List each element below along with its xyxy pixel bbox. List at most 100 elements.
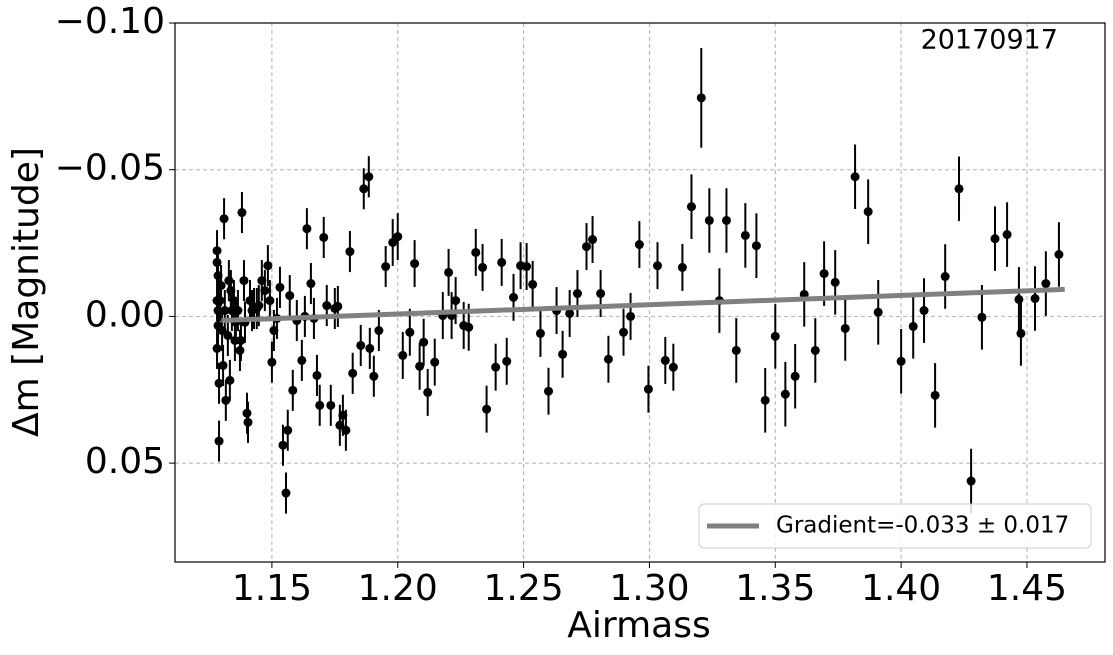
plot-marks xyxy=(212,47,1065,514)
point xyxy=(873,307,883,317)
point xyxy=(415,361,425,371)
x-tick-label: 1.15 xyxy=(232,568,312,609)
point xyxy=(1014,294,1024,304)
point xyxy=(940,272,950,282)
point xyxy=(369,371,379,381)
point xyxy=(668,362,678,372)
point xyxy=(260,286,270,296)
point xyxy=(423,387,433,397)
point xyxy=(283,425,293,435)
x-tick-label: 1.45 xyxy=(987,568,1067,609)
point xyxy=(930,390,940,400)
point xyxy=(225,375,235,385)
point xyxy=(502,356,512,366)
point xyxy=(288,385,298,395)
legend-box xyxy=(698,503,1092,549)
point xyxy=(572,289,582,299)
point xyxy=(444,267,454,277)
point xyxy=(242,408,252,418)
point xyxy=(966,476,976,486)
point xyxy=(216,281,226,291)
point xyxy=(326,400,336,410)
point xyxy=(830,277,840,287)
point xyxy=(471,247,481,257)
point xyxy=(239,276,249,286)
point xyxy=(497,257,507,267)
point xyxy=(223,330,233,340)
point xyxy=(565,308,575,318)
point xyxy=(704,215,714,225)
point xyxy=(535,328,545,338)
point xyxy=(544,386,554,396)
point xyxy=(1054,250,1064,260)
point xyxy=(451,296,461,306)
y-tick-label: 0.05 xyxy=(85,441,165,482)
legend: Gradient=-0.033 ± 0.017 xyxy=(698,503,1092,549)
annotation: 20170917 xyxy=(921,25,1058,56)
point xyxy=(990,234,1000,244)
point xyxy=(218,360,228,370)
point xyxy=(236,335,246,345)
point xyxy=(896,356,906,366)
point xyxy=(356,340,366,350)
x-tick-label: 1.25 xyxy=(484,568,564,609)
point xyxy=(364,172,374,182)
point xyxy=(696,93,706,103)
point xyxy=(760,395,770,405)
point xyxy=(863,207,873,217)
point xyxy=(582,242,592,252)
x-tick-label: 1.35 xyxy=(735,568,815,609)
point xyxy=(482,404,492,414)
point xyxy=(306,279,316,289)
point xyxy=(214,436,224,446)
point xyxy=(405,327,415,337)
point xyxy=(731,345,741,355)
point xyxy=(388,237,398,247)
point xyxy=(215,296,225,306)
point xyxy=(603,354,613,364)
point xyxy=(686,202,696,212)
fit-line xyxy=(221,286,1065,324)
y-tick-label: 0.00 xyxy=(85,294,165,335)
point xyxy=(430,357,440,367)
point xyxy=(790,371,800,381)
point xyxy=(243,417,253,427)
grid xyxy=(175,22,1105,562)
point xyxy=(478,262,488,272)
point xyxy=(528,279,538,289)
point xyxy=(558,349,568,359)
point xyxy=(365,343,375,353)
point xyxy=(297,355,307,365)
point xyxy=(1002,230,1012,240)
point xyxy=(219,214,229,224)
point xyxy=(626,311,636,321)
point xyxy=(312,370,322,380)
point xyxy=(235,345,245,355)
point xyxy=(660,355,670,365)
point xyxy=(263,261,273,271)
axes: 1.15 1.20 1.25 1.30 1.35 1.40 1.45 −0.10 −0.05 0.… xyxy=(55,1,1067,609)
point xyxy=(214,378,224,388)
point xyxy=(770,331,780,341)
point xyxy=(634,240,644,250)
point xyxy=(275,282,285,292)
point xyxy=(919,306,929,316)
point xyxy=(491,362,501,372)
point xyxy=(740,230,750,240)
point xyxy=(509,292,519,302)
x-tick-label: 1.40 xyxy=(861,568,941,609)
point xyxy=(850,172,860,182)
point xyxy=(278,440,288,450)
point xyxy=(721,215,731,225)
point xyxy=(322,301,332,311)
x-tick-label: 1.20 xyxy=(358,568,438,609)
point xyxy=(810,345,820,355)
point xyxy=(341,425,351,435)
point xyxy=(619,327,629,337)
point xyxy=(220,306,230,316)
point xyxy=(212,343,222,353)
point xyxy=(588,235,598,245)
point xyxy=(819,269,829,279)
y-tick-label: −0.05 xyxy=(55,148,165,189)
point xyxy=(977,312,987,322)
